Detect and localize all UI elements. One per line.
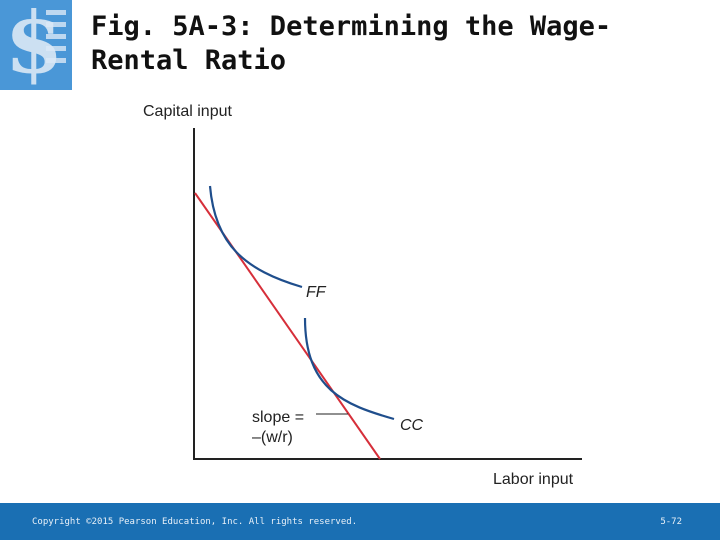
dollar-logo-icon: $ — [0, 0, 72, 90]
ff-curve-label: FF — [306, 284, 327, 301]
footer-bar: Copyright ©2015 Pearson Education, Inc. … — [0, 503, 720, 540]
ff-curve — [208, 185, 303, 289]
x-axis-label: Labor input — [493, 471, 574, 488]
y-axis-label: Capital input — [143, 103, 233, 120]
cc-curve — [303, 317, 395, 421]
slope-label-line2: –(w/r) — [252, 429, 293, 446]
slide-title: Fig. 5A-3: Determining the Wage-Rental R… — [91, 11, 612, 76]
cc-curve-label: CC — [400, 417, 424, 434]
page-number: 5-72 — [660, 517, 682, 527]
slope-label-line1: slope = — [252, 409, 304, 426]
copyright-text: Copyright ©2015 Pearson Education, Inc. … — [32, 517, 358, 527]
wage-rental-diagram: Capital input Labor input FF CC slope = … — [143, 103, 582, 488]
